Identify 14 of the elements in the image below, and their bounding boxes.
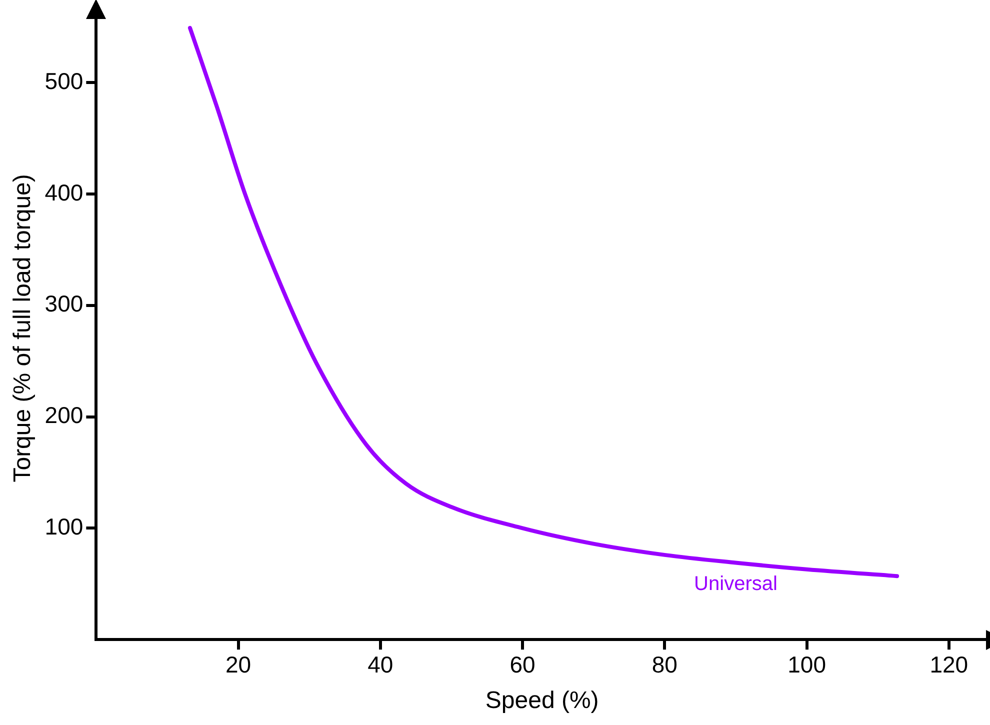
- y-tick-label: 300: [44, 290, 84, 317]
- x-tick-label: 80: [652, 652, 678, 678]
- y-tick-label: 200: [44, 402, 84, 428]
- y-tick-label: 400: [44, 179, 84, 206]
- x-tick-label: 60: [510, 652, 536, 678]
- x-tick-label: 20: [226, 652, 252, 678]
- x-tick-label: 100: [788, 652, 826, 678]
- series-label: Universal: [694, 573, 778, 596]
- x-tick-label: 40: [368, 652, 394, 678]
- y-axis-title: Torque (% of full load torque): [9, 174, 36, 482]
- y-tick-label: 500: [44, 68, 84, 94]
- y-tick-label: 100: [44, 514, 84, 540]
- x-tick-label: 120: [930, 652, 968, 678]
- x-axis-title: Speed (%): [485, 687, 599, 714]
